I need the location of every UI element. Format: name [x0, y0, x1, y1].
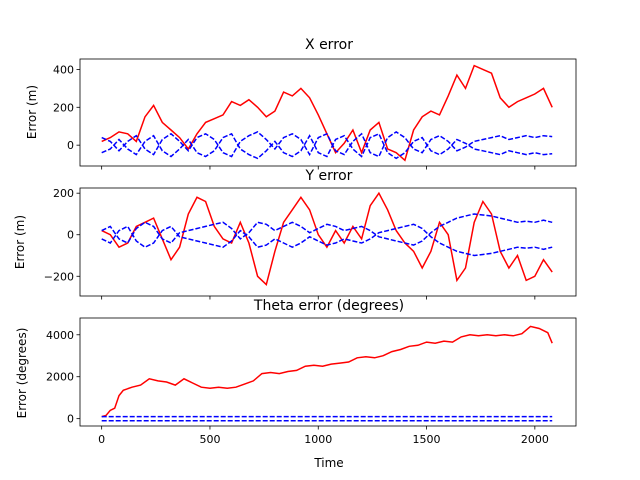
- x-tick-label: 0: [98, 433, 105, 446]
- ylabel-x-error: Error (m): [25, 85, 39, 139]
- y-tick-label: 0: [67, 229, 74, 242]
- ylabel-y-error: Error (m): [13, 215, 27, 269]
- x-tick-label: 1500: [413, 433, 441, 446]
- plot-frame: [79, 187, 577, 297]
- x-tick-label: 2000: [521, 433, 549, 446]
- title-theta-error: Theta error (degrees): [253, 298, 404, 314]
- y-tick-label: 4000: [46, 329, 74, 342]
- x-tick-label: 500: [199, 433, 220, 446]
- x-tick-label: 1000: [304, 433, 332, 446]
- axes-theta-error: Theta error (degrees) Error (degrees) Ti…: [15, 298, 577, 470]
- plot-frame: [79, 58, 577, 167]
- series-line-error: [101, 191, 553, 287]
- series-line-bound-2: [101, 223, 553, 257]
- xlabel-time: Time: [313, 456, 343, 470]
- series-line-bound-2: [101, 132, 553, 160]
- title-y-error: Y error: [305, 168, 353, 184]
- series-line-error: [101, 64, 553, 162]
- y-tick-label: 2000: [46, 371, 74, 384]
- plot-frame: [79, 317, 577, 427]
- axes-x-error: X error Error (m) 0 200 400: [25, 37, 577, 170]
- series-line-bound-1: [101, 131, 553, 158]
- series-line-bound-1: [101, 213, 553, 246]
- ylabel-theta-error: Error (degrees): [15, 328, 29, 419]
- y-tick-label: 200: [53, 187, 74, 200]
- y-tick-label: −200: [44, 270, 74, 283]
- series-line-error: [101, 325, 553, 418]
- y-tick-label: 0: [67, 139, 74, 152]
- title-x-error: X error: [305, 37, 353, 53]
- y-tick-label: 0: [67, 413, 74, 426]
- y-tick-label: 400: [53, 63, 74, 76]
- y-tick-label: 200: [53, 101, 74, 114]
- axes-y-error: Y error Error (m) −200 0 200: [13, 168, 577, 300]
